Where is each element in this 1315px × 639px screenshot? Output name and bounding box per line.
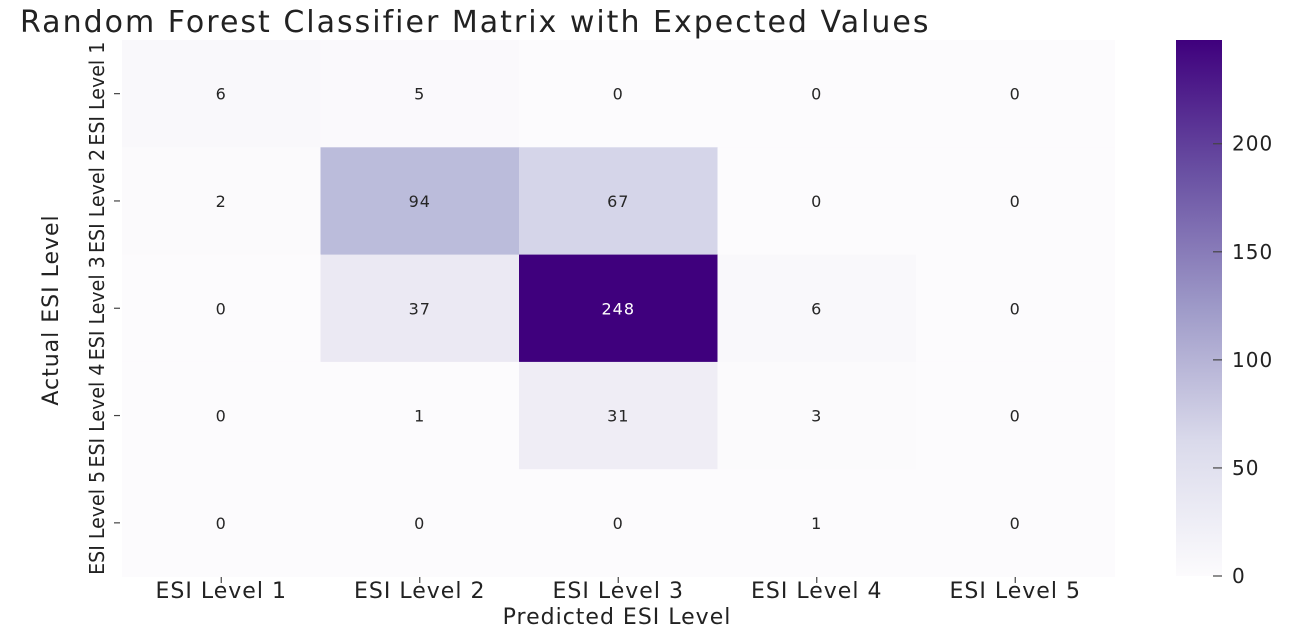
cell-value-label: 3 bbox=[811, 407, 822, 426]
cell-value-label: 0 bbox=[613, 514, 624, 533]
x-tick-label: ESI Level 2 bbox=[354, 579, 485, 604]
heatmap-cell bbox=[519, 361, 718, 470]
colorbar-tick-label: 150 bbox=[1232, 240, 1273, 264]
heatmap-cell bbox=[320, 147, 520, 256]
cell-value-label: 0 bbox=[1010, 85, 1021, 104]
cell-value-label: 248 bbox=[601, 299, 635, 318]
heatmap-cell bbox=[916, 469, 1115, 577]
cell-value-label: 31 bbox=[607, 407, 629, 426]
colorbar-tick-label: 100 bbox=[1232, 348, 1273, 372]
heatmap-cell bbox=[320, 40, 520, 148]
x-tick-label: ESI Level 5 bbox=[950, 579, 1081, 604]
heatmap-cell bbox=[519, 147, 718, 256]
cell-value-label: 6 bbox=[811, 299, 822, 318]
chart-title: Random Forest Classifier Matrix with Exp… bbox=[20, 5, 931, 40]
heatmap-cell bbox=[320, 361, 520, 470]
y-tick-label: ESI Level 3 bbox=[85, 256, 109, 360]
cell-value-label: 0 bbox=[613, 85, 624, 104]
y-axis-title: Actual ESI Level bbox=[39, 214, 64, 405]
colorbar-tick-label: 0 bbox=[1232, 564, 1246, 588]
heatmap-cell bbox=[717, 361, 917, 470]
y-tick-label: ESI Level 5 bbox=[85, 471, 109, 575]
cell-value-label: 0 bbox=[414, 514, 425, 533]
heatmap-cell bbox=[320, 254, 520, 363]
heatmap-cell bbox=[122, 147, 321, 256]
cell-value-label: 94 bbox=[409, 192, 431, 211]
cell-value-label: 0 bbox=[1010, 299, 1021, 318]
cell-value-label: 1 bbox=[811, 514, 822, 533]
cell-value-label: 2 bbox=[216, 192, 227, 211]
x-tick-label: ESI Level 1 bbox=[156, 579, 287, 604]
cell-value-label: 0 bbox=[1010, 514, 1021, 533]
colorbar-ticks: 0 50 100 150 200 bbox=[1213, 132, 1273, 588]
cell-value-label: 0 bbox=[1010, 407, 1021, 426]
x-tick-label: ESI Level 4 bbox=[751, 579, 882, 604]
cell-value-label: 0 bbox=[216, 514, 227, 533]
y-tick-label: ESI Level 2 bbox=[85, 149, 109, 253]
cell-value-label: 5 bbox=[414, 85, 425, 104]
heatmap-cell bbox=[320, 469, 520, 577]
heatmap-cell bbox=[916, 40, 1115, 148]
heatmap-cell bbox=[717, 469, 917, 577]
heatmap-cell bbox=[122, 40, 321, 148]
cell-value-label: 0 bbox=[216, 299, 227, 318]
cell-value-label: 0 bbox=[216, 407, 227, 426]
cell-value-label: 37 bbox=[409, 299, 431, 318]
y-axis-ticks: ESI Level 1 ESI Level 2 ESI Level 3 ESI Lev… bbox=[85, 42, 120, 575]
colorbar bbox=[1176, 40, 1222, 576]
cell-value-label: 0 bbox=[811, 85, 822, 104]
heatmap-cells: 6 5 0 0 0 2 94 67 0 0 0 37 248 6 0 0 1 31 3 0 0 0 0 1 0 bbox=[122, 40, 1115, 577]
cell-value-label: 1 bbox=[414, 407, 425, 426]
x-axis-ticks: ESI Level 1 ESI Level 2 ESI Level 3 ESI Lev… bbox=[156, 577, 1081, 604]
heatmap-cell bbox=[122, 469, 321, 577]
heatmap-cell bbox=[916, 361, 1115, 470]
cell-value-label: 0 bbox=[1010, 192, 1021, 211]
y-tick-label: ESI Level 1 bbox=[85, 42, 109, 146]
heatmap-cell bbox=[717, 40, 917, 148]
heatmap-cell bbox=[717, 254, 917, 363]
cell-value-label: 6 bbox=[216, 85, 227, 104]
colorbar-tick-label: 200 bbox=[1232, 132, 1273, 156]
heatmap-cell bbox=[916, 254, 1115, 363]
heatmap-cell bbox=[916, 147, 1115, 256]
heatmap-cell bbox=[717, 147, 917, 256]
heatmap-cell bbox=[519, 469, 718, 577]
cell-value-label: 67 bbox=[607, 192, 629, 211]
heatmap-cell bbox=[519, 254, 718, 363]
heatmap-cell bbox=[122, 254, 321, 363]
x-axis-title: Predicted ESI Level bbox=[503, 605, 732, 630]
colorbar-tick-label: 50 bbox=[1232, 456, 1259, 480]
x-tick-label: ESI Level 3 bbox=[553, 579, 684, 604]
heatmap-cell bbox=[519, 40, 718, 148]
cell-value-label: 0 bbox=[811, 192, 822, 211]
heatmap-cell bbox=[122, 361, 321, 470]
y-tick-label: ESI Level 4 bbox=[85, 364, 109, 468]
